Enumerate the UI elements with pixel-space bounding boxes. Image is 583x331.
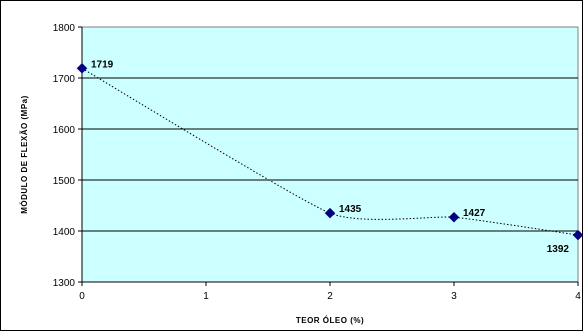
data-label: 1427 bbox=[463, 208, 486, 219]
y-tick-label: 1600 bbox=[53, 125, 76, 136]
y-tick-labels: 1300 1400 1500 1600 1700 1800 bbox=[53, 23, 82, 289]
series-line bbox=[81, 67, 579, 236]
y-tick-label: 1500 bbox=[53, 176, 76, 187]
data-labels: 1719 1435 1427 1392 bbox=[91, 59, 569, 255]
data-label: 1435 bbox=[339, 204, 362, 215]
y-tick-label: 1800 bbox=[53, 23, 76, 34]
data-markers bbox=[76, 62, 583, 241]
y-tick-label: 1700 bbox=[53, 74, 76, 85]
y-tick-label: 1400 bbox=[53, 227, 76, 238]
x-tick-label: 0 bbox=[79, 291, 85, 302]
data-label: 1719 bbox=[91, 59, 114, 70]
y-tick-label: 1300 bbox=[53, 278, 76, 289]
y-axis-title: MÓDULO DE FLEXÃO (MPa) bbox=[20, 95, 29, 214]
x-tick-label: 2 bbox=[327, 291, 333, 302]
x-axis-title: TEOR ÓLEO (%) bbox=[296, 316, 364, 325]
plot-area bbox=[81, 26, 579, 283]
x-tick-label: 1 bbox=[203, 291, 209, 302]
x-tick-label: 4 bbox=[575, 291, 581, 302]
data-label: 1392 bbox=[547, 244, 570, 255]
data-point-marker bbox=[324, 207, 336, 219]
data-point-marker bbox=[572, 229, 583, 241]
data-point-marker bbox=[448, 211, 460, 223]
x-tick-label: 3 bbox=[451, 291, 457, 302]
data-point-marker bbox=[76, 62, 88, 74]
x-tick-labels: 0 1 2 3 4 bbox=[79, 282, 581, 302]
gridlines bbox=[82, 77, 578, 232]
